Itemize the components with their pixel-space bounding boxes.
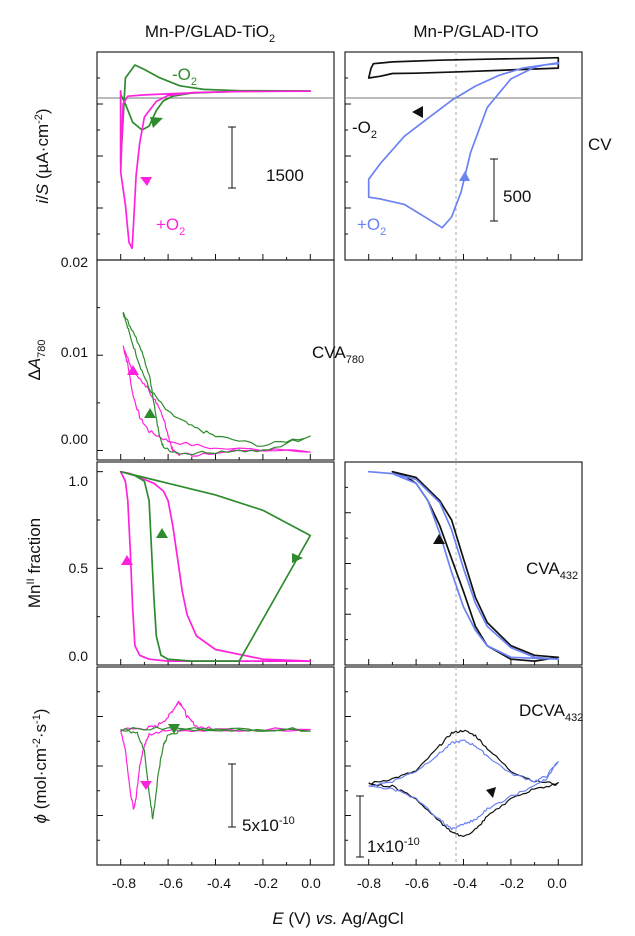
mn_tio2-trace-o2 [119, 470, 312, 662]
ytick-label-0.00: 0.00 [61, 431, 88, 447]
xtick-label: -0.8 [112, 875, 136, 891]
scale-bar-tio2-dcva [228, 763, 236, 828]
panel-dcva-tio2 [96, 666, 335, 866]
x-axis-title: E (V) vs. Ag/AgCl [272, 909, 403, 928]
arrow-icon [140, 177, 152, 186]
xtick-label: -0.2 [500, 875, 524, 891]
row-label-cva780: CVA780 [312, 343, 364, 366]
xtick-label: 0.0 [301, 875, 321, 891]
arrow-icon [292, 553, 303, 563]
arrow-icon [486, 787, 496, 798]
axis-ticks [97, 77, 559, 865]
scale-bar-ito-cv [490, 158, 498, 222]
data-traces [119, 56, 560, 837]
dcva_tio2-trace-green [120, 726, 311, 820]
x-tick-labels-tio2: -0.8 -0.6 -0.4 -0.2 0.0 [112, 875, 321, 891]
y-axis-title-mn: MnII fraction [25, 518, 44, 608]
x-tick-labels-ito: -0.8 -0.6 -0.4 -0.2 0.0 [357, 875, 567, 891]
arrow-icon [459, 171, 470, 181]
y-axis-title-phi: ϕ (mol·cm-2·s-1) [31, 709, 50, 824]
dcva_ito-trace-blue [368, 739, 559, 831]
label-minus-o2-ito: -O2 [352, 118, 377, 141]
mn_tio2-trace-green [119, 470, 312, 662]
xtick-label: -0.4 [207, 875, 231, 891]
cv_ito-trace-blue [367, 61, 560, 229]
ytick-label-1.0: 1.0 [69, 473, 89, 489]
ytick-label-0.01: 0.01 [61, 344, 88, 360]
ytick-label-0.02: 0.02 [61, 254, 88, 270]
scale-label-ito-dcva: 1x10-10 [367, 836, 420, 856]
label-minus-o2-tio2: -O2 [172, 65, 197, 88]
dcva_ito-trace-black [368, 729, 559, 837]
panel-cva780-tio2 [96, 259, 335, 461]
arrow-icon [121, 555, 133, 565]
arrow-icon [433, 534, 445, 544]
cva780_tio2-trace-o2 [122, 345, 311, 457]
panel-frames [96, 51, 583, 866]
arrow-icon [412, 106, 423, 118]
panel-mn-tio2 [96, 461, 335, 666]
y-axis-title-cv: i/S (µA·cm-2) [33, 108, 52, 203]
arrow-icon [168, 724, 180, 734]
panel-dcva-ito [344, 666, 583, 866]
scale-bar-tio2-cv [228, 126, 236, 189]
arrow-icon [144, 408, 156, 418]
cv_tio2-trace-green [119, 64, 312, 164]
scale-bar-ito-dcva [356, 795, 364, 858]
direction-arrows [121, 106, 496, 798]
xtick-label: -0.2 [254, 875, 278, 891]
row-label-dcva432: DCVA432 [519, 701, 583, 724]
row-label-cva432: CVA432 [526, 559, 578, 582]
mn_ito-trace-blue [367, 470, 560, 661]
cv_tio2-trace-o2 [119, 90, 312, 250]
xtick-label: -0.6 [159, 875, 183, 891]
scale-label-tio2-dcva: 5x10-10 [242, 815, 295, 835]
ytick-label-0.0: 0.0 [69, 648, 89, 664]
scale-label-tio2-cv: 1500 [266, 166, 304, 185]
xtick-label: -0.4 [453, 875, 477, 891]
column-title-ito: Mn-P/GLAD-ITO [413, 22, 538, 41]
cv_ito-trace-black [367, 56, 560, 79]
mn_ito-trace-black [391, 470, 560, 662]
scale-label-ito-cv: 500 [503, 187, 531, 206]
dcva_tio2-trace-o2 [120, 700, 311, 810]
row-label-cv: CV [588, 135, 612, 154]
ytick-label-0.5: 0.5 [69, 560, 89, 576]
arrow-icon [150, 117, 163, 128]
label-plus-o2-ito: +O2 [357, 215, 386, 238]
xtick-label: -0.8 [357, 875, 381, 891]
y-axis-title-cva780: ΔA780 [25, 339, 48, 380]
cva780_tio2-trace-green [122, 311, 311, 456]
xtick-label: -0.6 [405, 875, 429, 891]
label-plus-o2-tio2: +O2 [156, 215, 185, 238]
xtick-label: 0.0 [547, 875, 567, 891]
arrow-icon [140, 781, 152, 790]
column-title-tio2: Mn-P/GLAD-TiO2 [145, 22, 275, 45]
arrow-icon [127, 365, 139, 375]
arrow-icon [156, 528, 168, 538]
